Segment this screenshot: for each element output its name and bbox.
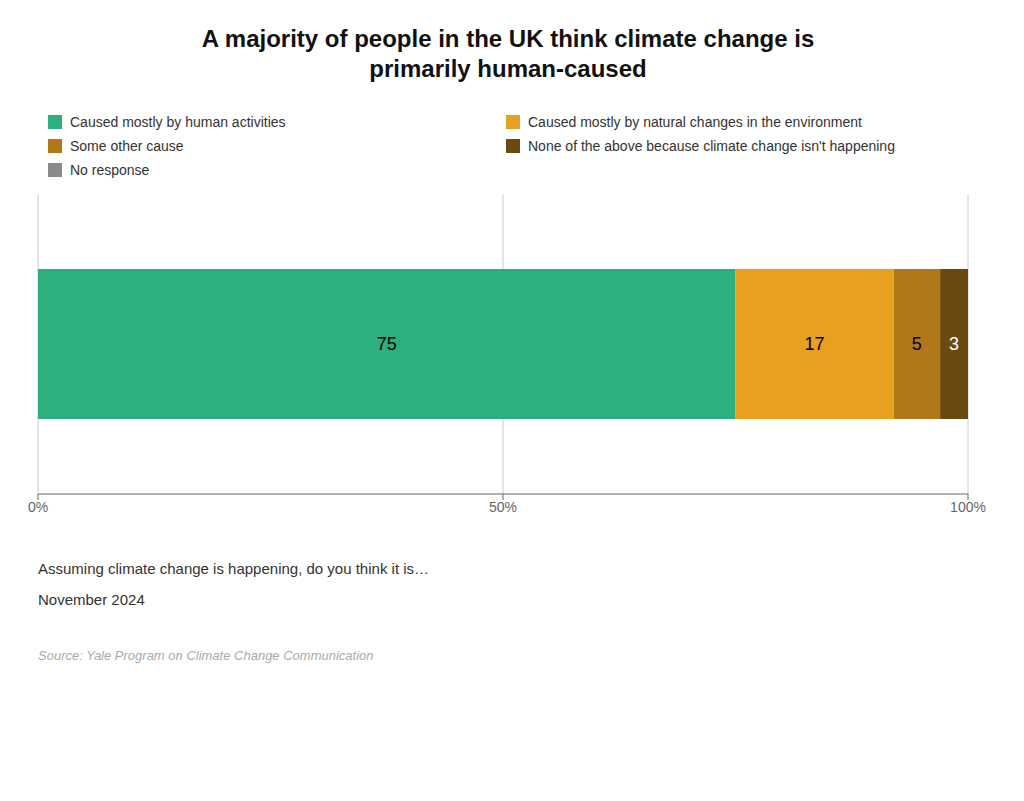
html-text:No response: No response [70,162,150,178]
svg-text:100%: 100% [950,499,986,515]
svg-text:50%: 50% [489,499,517,515]
svg-text:5: 5 [912,334,922,354]
html-text:Some other cause: Some other cause [70,138,184,154]
html-text:None of the above because clim: None of the above because climate change… [528,138,895,154]
html-text:Source: Yale Program on Climat: Source: Yale Program on Climate Change C… [38,648,374,663]
svg-text:17: 17 [805,334,825,354]
html-text:A majority of people in the UK: A majority of people in the UK think cli… [201,25,815,82]
html-text:Caused mostly by natural chang: Caused mostly by natural changes in the … [528,114,862,130]
svg-text:3: 3 [949,334,959,354]
html-text:Assuming climate change is hap: Assuming climate change is happening, do… [38,560,430,577]
html-text:Caused mostly by human activit: Caused mostly by human activities [70,114,286,130]
svg-text:0%: 0% [28,499,48,515]
svg-text:75: 75 [377,334,397,354]
html-text:November 2024: November 2024 [38,591,145,608]
